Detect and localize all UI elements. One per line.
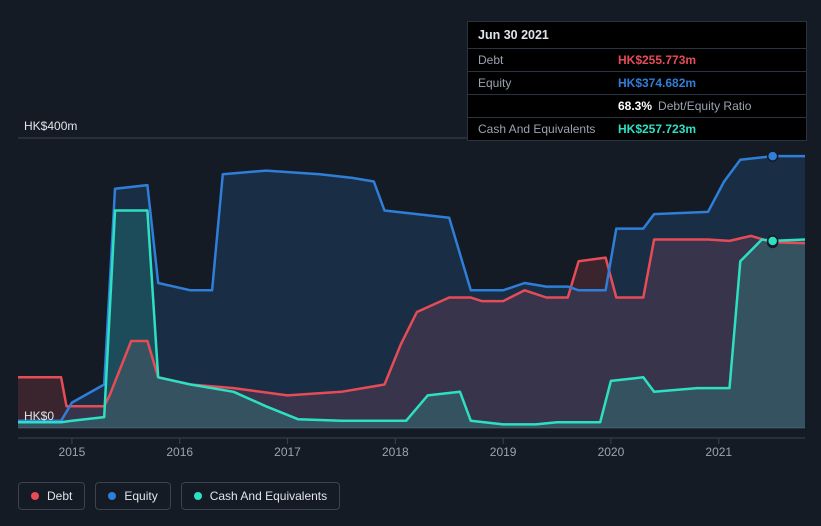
chart-tooltip: Jun 30 2021 DebtHK$255.773mEquityHK$374.…: [467, 21, 807, 141]
tooltip-pct: 68.3%: [618, 99, 652, 113]
x-axis-tick: 2021: [705, 445, 732, 459]
legend-dot-icon: [194, 492, 202, 500]
tooltip-value: HK$257.723m: [618, 122, 696, 136]
tooltip-value: HK$374.682m: [618, 76, 696, 90]
tooltip-label: Debt: [478, 53, 618, 67]
tooltip-value: HK$255.773m: [618, 53, 696, 67]
tooltip-row: 68.3% Debt/Equity Ratio: [468, 94, 806, 117]
x-axis-tick: 2019: [490, 445, 517, 459]
tooltip-row: EquityHK$374.682m: [468, 71, 806, 94]
legend-dot-icon: [108, 492, 116, 500]
y-axis-label: HK$0: [24, 409, 54, 423]
tooltip-row: DebtHK$255.773m: [468, 48, 806, 71]
tooltip-date: Jun 30 2021: [468, 22, 806, 48]
x-axis-tick: 2020: [598, 445, 625, 459]
tooltip-extra: Debt/Equity Ratio: [658, 99, 751, 113]
legend-item-equity[interactable]: Equity: [95, 482, 170, 510]
y-axis-label: HK$400m: [24, 119, 77, 133]
cursor-dot: [768, 236, 778, 246]
tooltip-label: Equity: [478, 76, 618, 90]
legend-item-debt[interactable]: Debt: [18, 482, 85, 510]
legend-label: Equity: [124, 489, 157, 503]
legend-item-cash-and-equivalents[interactable]: Cash And Equivalents: [181, 482, 340, 510]
x-axis-tick: 2017: [274, 445, 301, 459]
tooltip-label: Cash And Equivalents: [478, 122, 618, 136]
cursor-dot: [768, 151, 778, 161]
legend-dot-icon: [31, 492, 39, 500]
tooltip-row: Cash And EquivalentsHK$257.723m: [468, 117, 806, 140]
x-axis-tick: 2016: [166, 445, 193, 459]
chart-legend: Debt Equity Cash And Equivalents: [18, 482, 340, 510]
legend-label: Debt: [47, 489, 72, 503]
x-axis-tick: 2018: [382, 445, 409, 459]
x-axis-tick: 2015: [59, 445, 86, 459]
legend-label: Cash And Equivalents: [210, 489, 327, 503]
